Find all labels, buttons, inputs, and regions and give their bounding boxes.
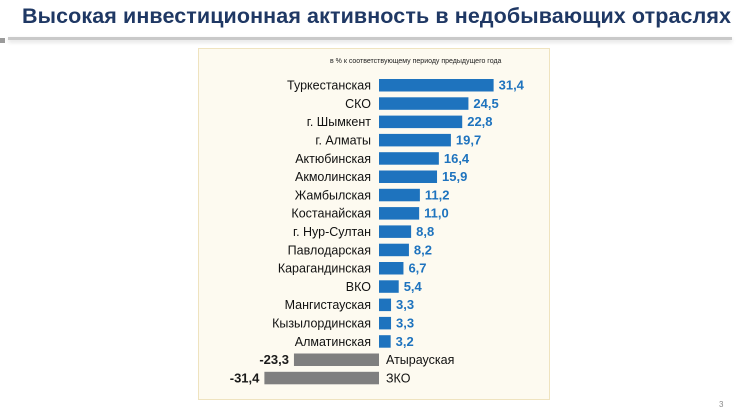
- category-label: СКО: [345, 97, 371, 111]
- slide-corner-mark: [0, 38, 5, 43]
- category-label: Мангистауская: [285, 298, 371, 312]
- value-label: 8,2: [414, 242, 432, 257]
- bar: [379, 115, 463, 129]
- bar: [379, 262, 404, 275]
- value-label: 3,2: [396, 334, 414, 349]
- category-label: г. Шымкент: [307, 115, 371, 129]
- category-label: Кызылординская: [272, 316, 371, 330]
- bar: [379, 225, 412, 238]
- chart-panel: [198, 48, 550, 400]
- value-label: 3,3: [396, 297, 414, 312]
- value-label: 16,4: [444, 151, 470, 166]
- category-label: ЗКО: [386, 371, 411, 385]
- bar: [379, 188, 420, 202]
- category-label: Жамбылская: [295, 188, 371, 202]
- bar: [379, 316, 392, 330]
- bar: [379, 298, 392, 312]
- bar: [264, 371, 379, 385]
- bar: [379, 170, 438, 183]
- value-label: 11,0: [424, 206, 449, 221]
- title-divider: [8, 37, 732, 40]
- category-label: г. Нур-Султан: [293, 225, 371, 239]
- category-label: Павлодарская: [288, 243, 371, 257]
- bar: [379, 335, 391, 348]
- value-label: -23,3: [259, 352, 289, 367]
- category-label: Костанайская: [291, 207, 371, 221]
- value-label: 15,9: [442, 169, 467, 184]
- page-number: 3: [719, 400, 724, 409]
- bar: [379, 152, 439, 165]
- category-label: Актюбинская: [295, 152, 371, 166]
- slide-title: Высокая инвестиционная активность в недо…: [22, 4, 732, 28]
- bar: [379, 97, 469, 110]
- bar: [379, 207, 420, 220]
- bar: [379, 280, 399, 293]
- category-label: Алматинская: [295, 335, 371, 349]
- value-label: 19,7: [456, 132, 481, 147]
- value-label: 6,7: [408, 261, 426, 276]
- bar: [379, 79, 494, 92]
- category-label: г. Алматы: [315, 133, 371, 147]
- category-label: ВКО: [346, 280, 371, 294]
- value-label: 5,4: [404, 279, 423, 294]
- value-label: 8,8: [416, 224, 434, 239]
- value-label: 3,3: [396, 315, 414, 330]
- value-label: 31,4: [499, 78, 525, 93]
- value-label: 22,8: [467, 114, 492, 129]
- value-label: 24,5: [473, 96, 498, 111]
- value-label: 11,2: [425, 187, 450, 202]
- bar: [379, 133, 451, 147]
- category-label: Туркестанская: [287, 79, 371, 93]
- category-label: Акмолинская: [295, 170, 371, 184]
- category-label: Атырауская: [386, 353, 454, 367]
- bar: [293, 353, 379, 366]
- bar: [379, 243, 409, 257]
- chart-subtitle: в % к соответствующему периоду предыдуще…: [330, 58, 502, 65]
- category-label: Карагандинская: [278, 262, 371, 276]
- value-label: -31,4: [230, 370, 260, 385]
